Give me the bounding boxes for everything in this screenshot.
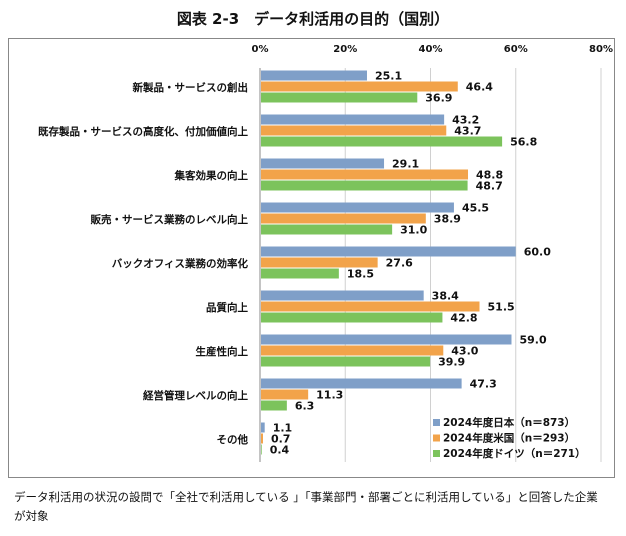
data-label: 1.1	[273, 422, 293, 435]
data-label: 42.8	[450, 312, 477, 325]
bar	[261, 114, 445, 125]
category-label: 生産性向上	[196, 345, 249, 358]
data-label: 29.1	[392, 158, 419, 171]
bar	[261, 400, 287, 411]
bar	[261, 257, 378, 268]
data-label: 60.0	[524, 246, 551, 259]
data-label: 48.8	[476, 169, 503, 182]
bar	[261, 268, 339, 279]
x-tick-label: 20%	[333, 44, 357, 55]
bar	[261, 290, 424, 301]
data-label: 31.0	[400, 224, 427, 237]
data-label: 51.5	[488, 301, 515, 314]
data-label: 46.4	[466, 81, 493, 94]
data-label: 6.3	[295, 400, 315, 413]
bar	[261, 213, 426, 224]
bar	[261, 224, 393, 235]
legend-swatch	[433, 450, 440, 457]
data-label: 45.5	[462, 202, 489, 215]
bar	[261, 246, 516, 257]
category-label: 品質向上	[206, 301, 248, 314]
category-label: その他	[217, 433, 249, 446]
category-label: 販売・サービス業務のレベル向上	[91, 213, 249, 226]
data-label: 56.8	[510, 136, 537, 149]
data-label: 48.7	[476, 180, 503, 193]
data-label: 18.5	[347, 268, 374, 281]
bar	[261, 81, 458, 92]
legend-label: 2024年度日本（n＝873）	[443, 416, 575, 429]
bar	[261, 356, 431, 367]
chart-frame	[8, 38, 615, 478]
legend-swatch	[433, 419, 440, 426]
data-label: 38.4	[432, 290, 459, 303]
legend-label: 2024年度ドイツ（n＝271）	[443, 447, 586, 460]
category-label: 既存製品・サービスの高度化、付加価値向上	[38, 125, 248, 138]
category-label: 新製品・サービスの創出	[133, 81, 249, 94]
bar	[261, 334, 512, 345]
bar	[261, 70, 367, 81]
bar	[261, 444, 262, 455]
bar	[261, 180, 468, 191]
x-tick-label: 0%	[252, 44, 269, 55]
data-label: 38.9	[434, 213, 461, 226]
bar	[261, 125, 447, 136]
bar	[261, 422, 265, 433]
chart-title: 図表 2-3 データ利活用の目的（国別）	[176, 10, 450, 28]
category-label: 経営管理レベルの向上	[143, 389, 248, 402]
data-label: 43.7	[454, 125, 481, 138]
bar	[261, 378, 462, 389]
data-label: 11.3	[316, 389, 343, 402]
category-label: 集客効果の向上	[174, 169, 249, 182]
x-tick-label: 60%	[504, 44, 528, 55]
data-label: 0.4	[270, 444, 290, 457]
x-tick-label: 80%	[589, 44, 613, 55]
bar	[261, 433, 263, 444]
data-label: 39.9	[438, 356, 465, 369]
bar	[261, 158, 385, 169]
data-label: 59.0	[519, 334, 546, 347]
bar	[261, 136, 503, 147]
legend-swatch	[433, 434, 440, 442]
data-label: 36.9	[425, 92, 452, 105]
data-label: 0.7	[271, 433, 291, 446]
bar	[261, 389, 309, 400]
data-label: 43.0	[451, 345, 478, 358]
data-label: 27.6	[386, 257, 413, 270]
bar	[261, 169, 469, 180]
bar	[261, 312, 443, 323]
legend-label: 2024年度米国（n＝293）	[443, 432, 575, 445]
bar	[261, 202, 454, 213]
bar	[261, 92, 418, 103]
bar	[261, 345, 444, 356]
data-label: 43.2	[452, 114, 479, 127]
footnote: データ利活用の状況の設問で「全社で利活用している 」「事業部門・部署ごとに利活用…	[14, 490, 598, 523]
bar	[261, 301, 480, 312]
data-label: 47.3	[470, 378, 497, 391]
data-label: 25.1	[375, 70, 402, 83]
x-tick-label: 40%	[419, 44, 443, 55]
category-label: バックオフィス業務の効率化	[112, 257, 249, 270]
